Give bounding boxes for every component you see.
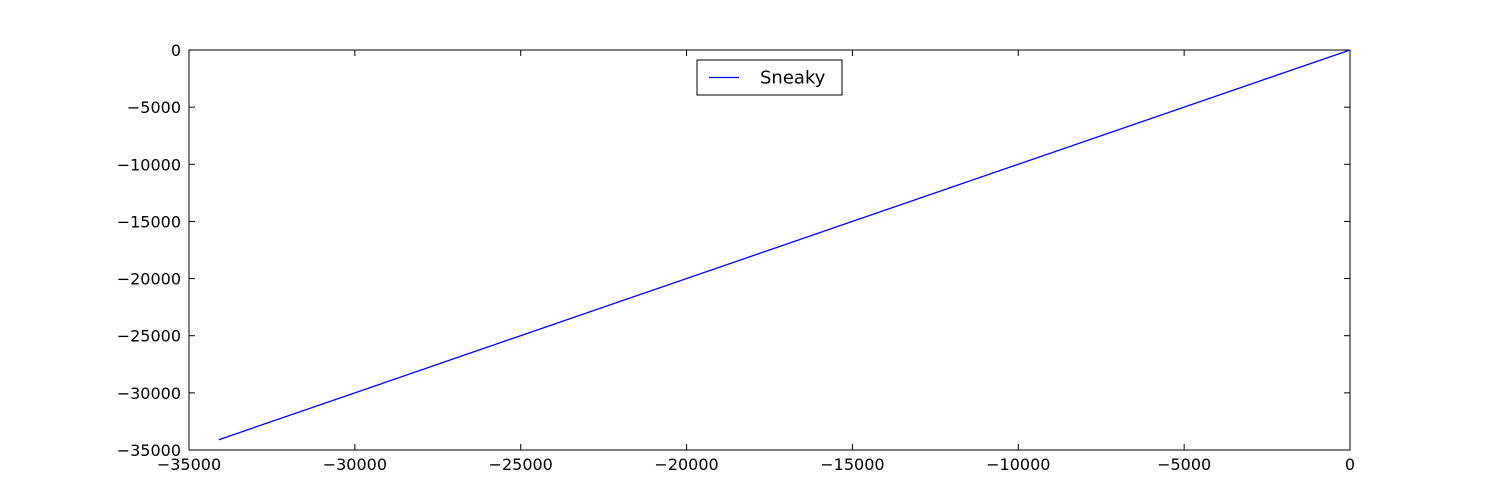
x-tick-label: −35000 — [157, 455, 221, 474]
legend: Sneaky — [696, 59, 843, 96]
x-tick-label: 0 — [1345, 455, 1355, 474]
y-tick-label: −10000 — [117, 155, 181, 174]
x-axis: −35000 −30000 −25000 −20000 −15000 −10000 −500… — [157, 50, 1355, 474]
y-tick-label: −35000 — [117, 441, 181, 460]
x-tick-label: −10000 — [986, 455, 1050, 474]
x-tick-label: −20000 — [654, 455, 718, 474]
series-line-0 — [218, 49, 1351, 441]
plot-area — [188, 49, 1351, 451]
legend-label: Sneaky — [760, 68, 826, 89]
y-tick-label: −20000 — [117, 270, 181, 289]
x-tick-label: −5000 — [1157, 455, 1211, 474]
y-axis: −35000 −30000 −25000 −20000 −15000 −10000 −500… — [117, 41, 1350, 460]
y-tick-label: 0 — [171, 41, 181, 60]
x-tick-label: −30000 — [323, 455, 387, 474]
y-tick-label: −15000 — [117, 212, 181, 231]
x-tick-label: −25000 — [489, 455, 553, 474]
plot-frame — [188, 49, 1351, 451]
y-tick-label: −30000 — [117, 384, 181, 403]
x-tick-label: −15000 — [820, 455, 884, 474]
series-layer — [218, 49, 1351, 441]
y-tick-label: −25000 — [117, 327, 181, 346]
y-tick-label: −5000 — [127, 98, 181, 117]
